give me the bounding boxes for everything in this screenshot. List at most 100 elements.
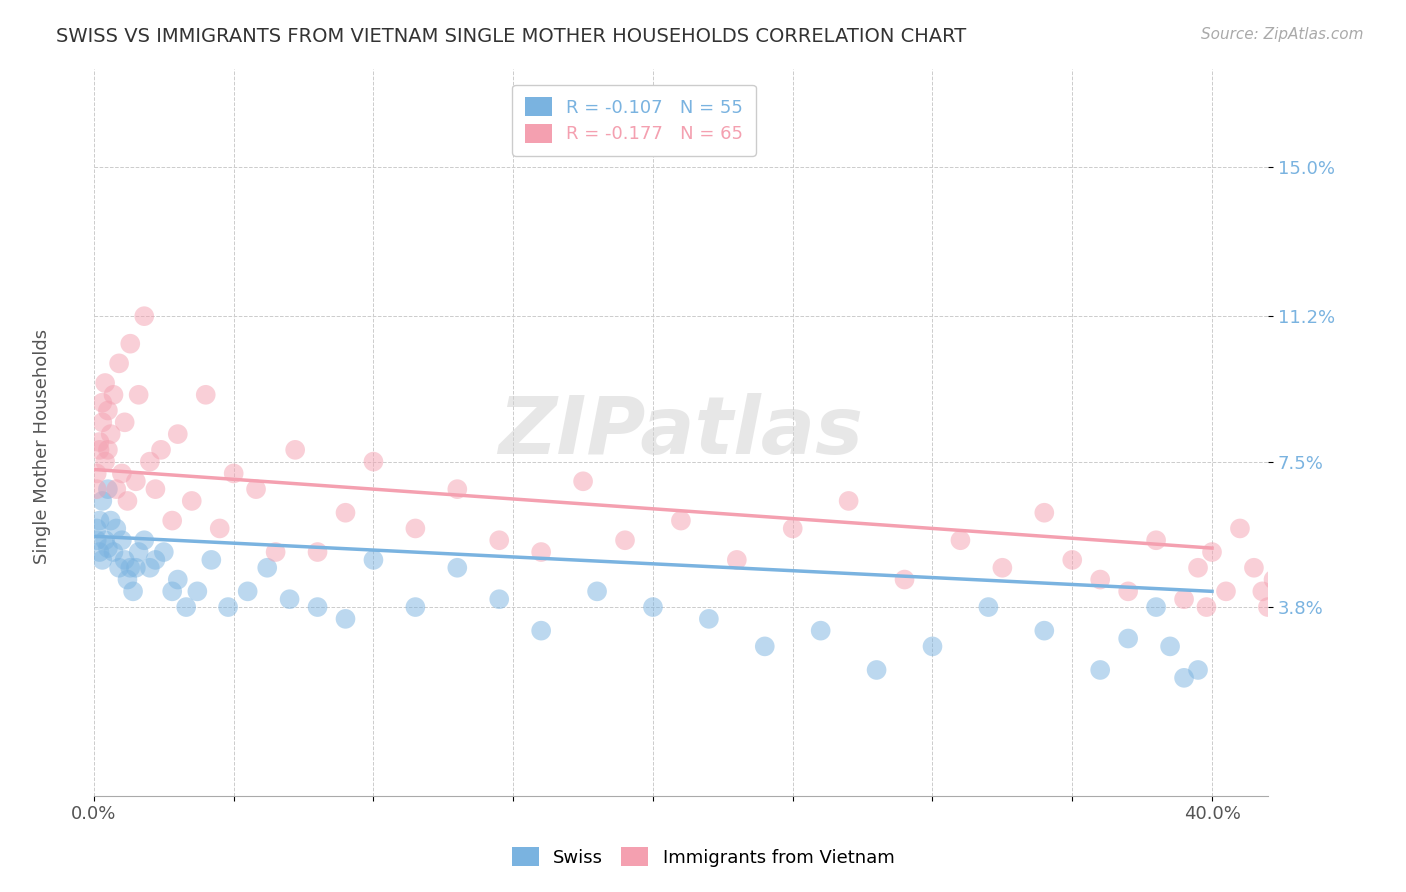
Point [1195, 600, 1218, 615]
Point [1173, 671, 1195, 685]
Point [1116, 584, 1139, 599]
Point [91, 415, 114, 429]
Point [86, 467, 108, 481]
Point [363, 553, 385, 567]
Point [91, 553, 114, 567]
Point [105, 482, 128, 496]
Point [180, 494, 202, 508]
Point [488, 592, 510, 607]
Point [186, 584, 208, 599]
Point [949, 533, 972, 548]
Point [153, 545, 176, 559]
Point [103, 545, 125, 559]
Point [641, 600, 664, 615]
Point [921, 640, 943, 654]
Point [86, 482, 108, 496]
Point [1187, 663, 1209, 677]
Point [236, 584, 259, 599]
Point [174, 600, 197, 615]
Point [94, 376, 117, 390]
Point [160, 584, 183, 599]
Point [404, 600, 426, 615]
Point [991, 561, 1014, 575]
Point [128, 388, 150, 402]
Point [114, 415, 136, 429]
Point [782, 521, 804, 535]
Point [111, 467, 134, 481]
Point [217, 600, 239, 615]
Point [89, 545, 111, 559]
Point [117, 573, 139, 587]
Point [100, 427, 122, 442]
Point [335, 506, 357, 520]
Point [446, 482, 468, 496]
Point [1257, 600, 1279, 615]
Point [117, 494, 139, 508]
Point [134, 309, 156, 323]
Point [166, 427, 188, 442]
Point [91, 494, 114, 508]
Point [1144, 533, 1167, 548]
Point [838, 494, 860, 508]
Point [446, 561, 468, 575]
Point [200, 553, 222, 567]
Point [488, 533, 510, 548]
Point [97, 442, 120, 457]
Point [754, 640, 776, 654]
Point [97, 482, 120, 496]
Point [128, 545, 150, 559]
Point [166, 573, 188, 587]
Point [1201, 545, 1223, 559]
Point [103, 388, 125, 402]
Point [614, 533, 637, 548]
Point [145, 482, 167, 496]
Point [100, 514, 122, 528]
Point [586, 584, 609, 599]
Point [86, 533, 108, 548]
Point [125, 561, 148, 575]
Point [256, 561, 278, 575]
Point [114, 553, 136, 567]
Point [125, 475, 148, 489]
Point [335, 612, 357, 626]
Text: Single Mother Households: Single Mother Households [34, 328, 51, 564]
Point [150, 442, 173, 457]
Point [1263, 573, 1285, 587]
Point [139, 561, 162, 575]
Point [893, 573, 915, 587]
Point [89, 434, 111, 449]
Point [530, 545, 553, 559]
Point [1090, 573, 1112, 587]
Point [278, 592, 301, 607]
Point [1243, 561, 1265, 575]
Point [1159, 640, 1181, 654]
Point [222, 467, 245, 481]
Point [134, 533, 156, 548]
Point [1215, 584, 1237, 599]
Point [977, 600, 1000, 615]
Point [160, 514, 183, 528]
Point [810, 624, 832, 638]
Point [1144, 600, 1167, 615]
Point [89, 514, 111, 528]
Text: Source: ZipAtlas.com: Source: ZipAtlas.com [1201, 27, 1364, 42]
Point [120, 561, 142, 575]
Point [669, 514, 692, 528]
Point [725, 553, 748, 567]
Point [86, 521, 108, 535]
Point [122, 584, 145, 599]
Point [264, 545, 287, 559]
Point [97, 541, 120, 555]
Point [108, 356, 131, 370]
Point [697, 612, 720, 626]
Text: ZIPatlas: ZIPatlas [498, 393, 863, 471]
Point [111, 533, 134, 548]
Point [1229, 521, 1251, 535]
Point [1033, 506, 1056, 520]
Point [1033, 624, 1056, 638]
Point [307, 600, 329, 615]
Point [1187, 561, 1209, 575]
Point [139, 455, 162, 469]
Point [572, 475, 595, 489]
Point [108, 561, 131, 575]
